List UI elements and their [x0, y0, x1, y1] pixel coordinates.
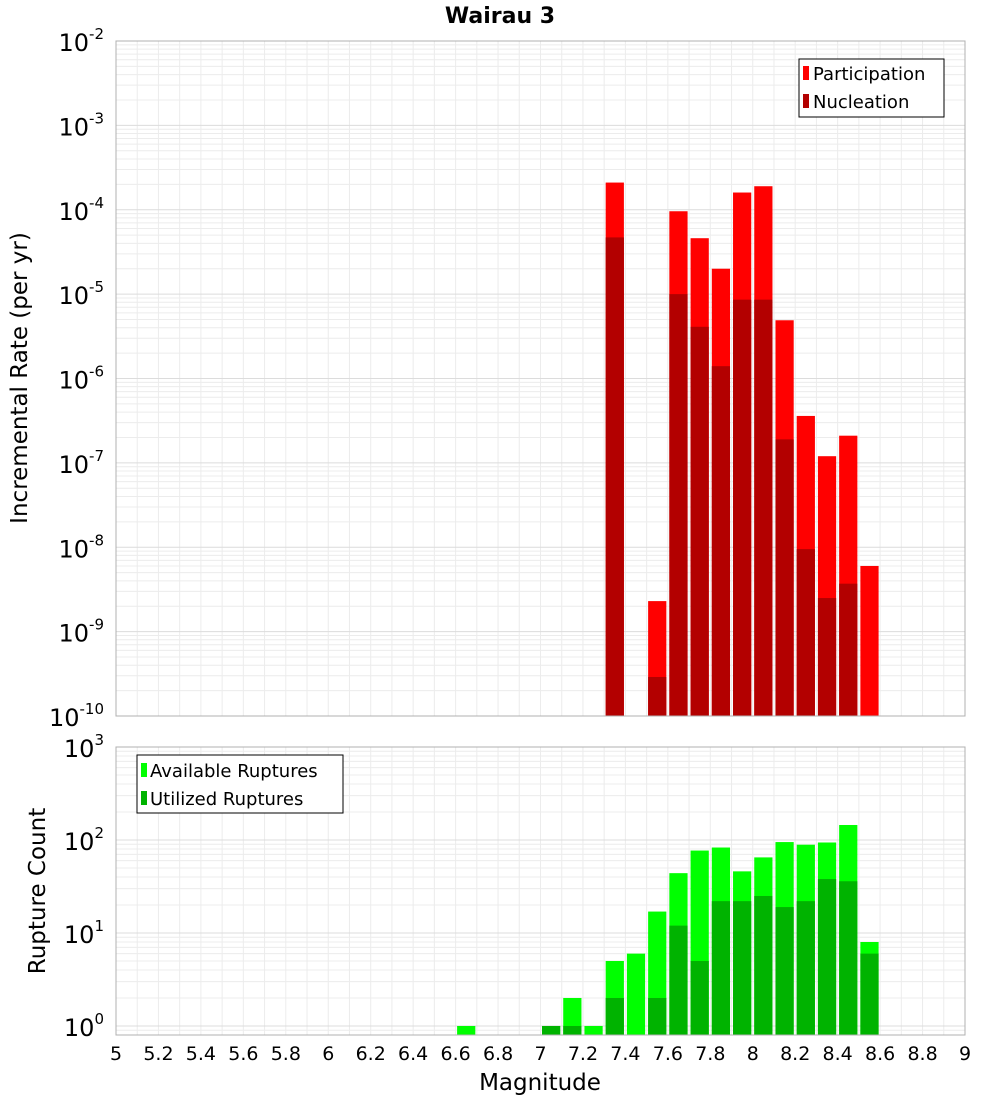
top-panel: 10-10 10-9 10-8 10-7 10-6 10-5 10-4 10-3 10-2 In… — [7, 25, 966, 732]
bar-utilized-ruptures — [839, 881, 858, 1035]
x-tick-label: 6.4 — [398, 1043, 428, 1065]
x-tick-label: 8 — [747, 1043, 759, 1065]
top-y-axis-label: Incremental Rate (per yr) — [7, 232, 33, 524]
legend-swatch-participation — [803, 66, 809, 80]
bar-available-ruptures — [563, 997, 582, 1035]
x-tick-label: 7.8 — [695, 1043, 725, 1065]
x-tick-label: 8.2 — [780, 1043, 810, 1065]
bar-available-ruptures — [626, 953, 646, 1035]
x-tick-label: 7 — [534, 1043, 546, 1065]
bar-utilized-ruptures — [733, 901, 752, 1035]
legend-swatch-available-ruptures — [141, 763, 147, 777]
bar-nucleation — [711, 366, 731, 716]
legend-label-participation: Participation — [813, 64, 925, 85]
bar-utilized-ruptures — [860, 953, 879, 1035]
bottom-panel: 100 101 102 103 5 5.2 5.4 5.6 5.8 6 6.2 6.4 6.6 6.8 7… — [25, 731, 971, 1096]
legend-swatch-nucleation — [803, 94, 809, 108]
legend-label-available-ruptures: Available Ruptures — [150, 761, 318, 782]
x-tick-label: 8.4 — [823, 1043, 853, 1065]
x-tick-label: 7.2 — [568, 1043, 598, 1065]
x-tick-label: 5.4 — [186, 1043, 216, 1065]
bottom-plot-border — [115, 746, 966, 1036]
top-plot-border — [115, 40, 966, 717]
legend-swatch-utilized-ruptures — [141, 791, 147, 805]
bar-utilized-ruptures — [711, 901, 731, 1035]
legend-label-utilized-ruptures: Utilized Ruptures — [150, 789, 303, 810]
bar-utilized-ruptures — [817, 879, 837, 1035]
bottom-y-axis-label: Rupture Count — [25, 808, 51, 974]
bar-available-ruptures — [457, 1025, 476, 1035]
x-tick-label: 6.8 — [483, 1043, 513, 1065]
bar-available-ruptures — [584, 1025, 603, 1035]
top-legend-box — [798, 58, 945, 118]
x-tick-label: 6.6 — [440, 1043, 470, 1065]
bar-nucleation — [733, 299, 752, 716]
x-tick-label: 8.6 — [865, 1043, 895, 1065]
top-y-tick-label: 10-8 — [58, 531, 104, 563]
bar-nucleation — [817, 598, 837, 716]
bottom-y-tick-label: 100 — [64, 1010, 104, 1042]
bar-utilized-ruptures — [542, 1025, 561, 1035]
bar-nucleation — [754, 299, 773, 716]
bar-utilized-ruptures — [563, 1025, 582, 1035]
top-y-tick-labels: 10-10 10-9 10-8 10-7 10-6 10-5 10-4 10-3 10-2 — [49, 25, 104, 732]
top-y-tick-label: 10-10 — [49, 700, 104, 732]
bar-nucleation — [775, 439, 794, 716]
bar-nucleation — [839, 583, 858, 716]
bar-utilized-ruptures — [690, 960, 709, 1035]
x-tick-label: 5 — [110, 1043, 122, 1065]
bar-nucleation — [605, 237, 624, 716]
x-tick-label: 6.2 — [356, 1043, 386, 1065]
top-grid — [115, 41, 966, 717]
x-tick-label: 5.2 — [143, 1043, 173, 1065]
bar-utilized-ruptures — [605, 997, 624, 1035]
x-tick-label: 9 — [959, 1043, 971, 1065]
bottom-y-tick-labels: 100 101 102 103 — [64, 731, 104, 1042]
top-y-tick-label: 10-9 — [58, 616, 104, 648]
top-y-tick-label: 10-7 — [58, 447, 104, 479]
bar-nucleation — [796, 549, 815, 716]
bar-nucleation — [690, 326, 709, 716]
x-tick-label: 6 — [322, 1043, 334, 1065]
top-y-tick-label: 10-2 — [58, 25, 104, 57]
bar-utilized-ruptures — [796, 901, 815, 1035]
x-tick-label: 5.8 — [271, 1043, 301, 1065]
top-legend: Participation Nucleation — [798, 58, 945, 118]
x-tick-label: 5.6 — [228, 1043, 258, 1065]
bar-nucleation — [648, 676, 667, 716]
bottom-y-tick-label: 102 — [64, 824, 104, 856]
bottom-y-tick-label: 103 — [64, 731, 104, 763]
bar-utilized-ruptures — [669, 925, 688, 1035]
bar-participation — [860, 565, 879, 716]
x-tick-labels: 5 5.2 5.4 5.6 5.8 6 6.2 6.4 6.6 6.8 7 7.2 7.4 7.6 7.8 8… — [110, 1043, 971, 1065]
bar-utilized-ruptures — [648, 997, 667, 1035]
bottom-y-tick-label: 101 — [64, 917, 104, 949]
top-y-tick-label: 10-5 — [58, 278, 104, 310]
bottom-legend-box — [136, 754, 344, 814]
x-tick-label: 7.4 — [610, 1043, 640, 1065]
chart-title: Wairau 3 — [445, 4, 555, 29]
top-y-tick-label: 10-6 — [58, 363, 104, 395]
bottom-bars — [457, 824, 879, 1035]
x-tick-label: 8.8 — [907, 1043, 937, 1065]
x-tick-label: 7.6 — [653, 1043, 683, 1065]
bar-utilized-ruptures — [754, 895, 773, 1035]
top-y-tick-label: 10-3 — [58, 109, 104, 141]
bar-nucleation — [669, 294, 688, 716]
top-y-tick-label: 10-4 — [58, 194, 104, 226]
x-axis-label: Magnitude — [479, 1070, 601, 1096]
top-bars — [605, 182, 879, 717]
bottom-legend: Available Ruptures Utilized Ruptures — [136, 754, 344, 814]
legend-label-nucleation: Nucleation — [813, 92, 909, 113]
bar-utilized-ruptures — [775, 907, 794, 1035]
